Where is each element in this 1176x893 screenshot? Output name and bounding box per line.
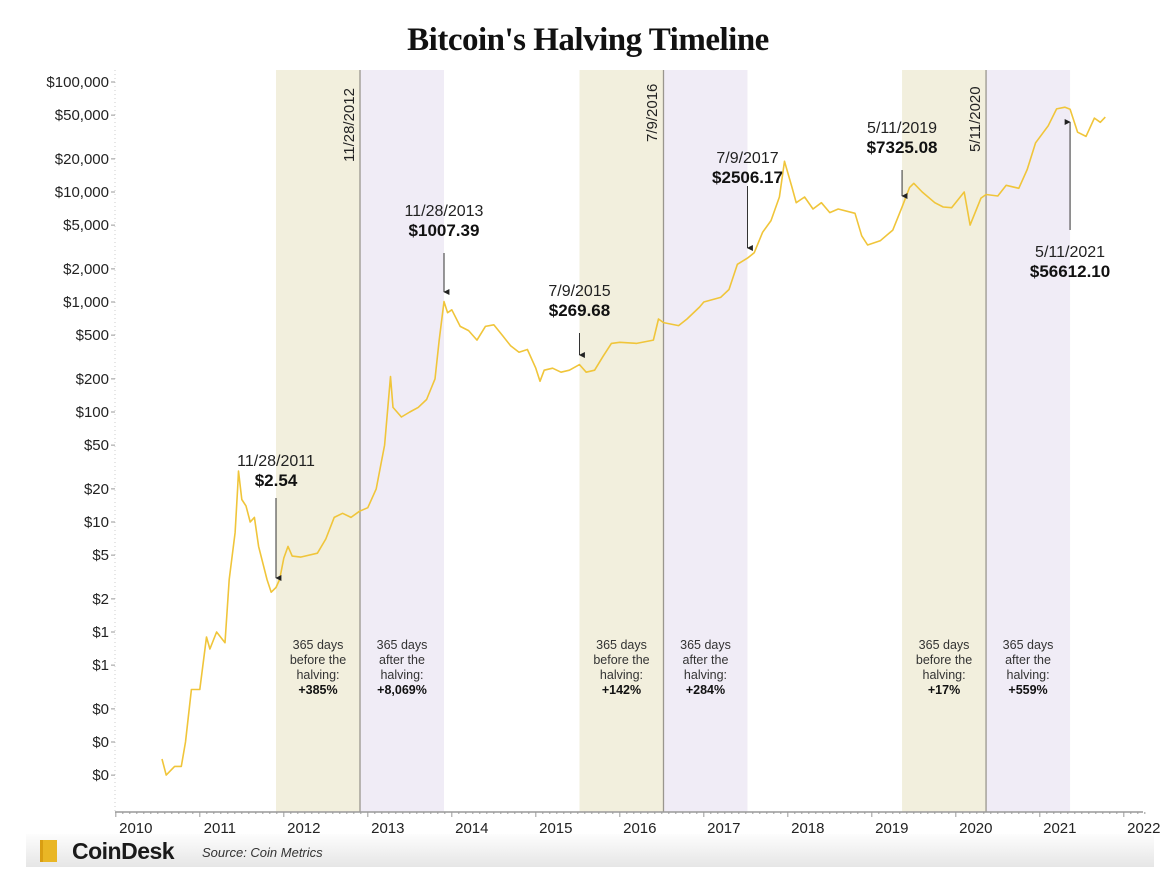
band-note-line: 365 days [1002, 638, 1054, 652]
shaded-band [986, 70, 1071, 812]
annotation-date: 11/28/2013 [404, 203, 484, 220]
annotation-price: $269.68 [548, 301, 611, 320]
band-note-line: 365 days [680, 638, 731, 652]
band-note-line: 365 days [292, 638, 344, 652]
band-change-percent: +385% [298, 683, 338, 697]
shaded-band [276, 70, 360, 812]
x-tick-label: 2018 [791, 820, 824, 837]
price-annotation: 11/28/2013 $1007.39 [405, 203, 484, 241]
price-annotation: 11/28/2011 $2.54 [237, 453, 315, 491]
x-tick-label: 2014 [455, 820, 488, 837]
band-note-line: after the [379, 653, 425, 667]
x-tick-label: 2017 [707, 820, 740, 837]
x-tick-label: 2010 [119, 820, 152, 837]
band-change-percent: +8,069% [377, 683, 427, 697]
band-note-line: before the [289, 653, 347, 667]
band-note: 365 days after the halving: +559% [1003, 638, 1054, 698]
band-change-percent: +142% [601, 683, 642, 697]
band-change-percent: +284% [685, 683, 726, 697]
halving-label: 5/11/2020 [967, 86, 985, 152]
y-tick-label: $0 [92, 734, 109, 751]
y-tick-label: $0 [92, 767, 109, 784]
x-tick-label: 2011 [204, 820, 236, 837]
y-tick-label: $50 [84, 437, 109, 454]
band-note-line: 365 days [376, 638, 428, 652]
halving-label: 7/9/2016 [644, 83, 662, 142]
y-tick-label: $1 [92, 624, 109, 641]
brand-name: CoinDesk [72, 838, 175, 864]
band-note: 365 days before the halving: +17% [916, 638, 972, 698]
y-tick-label: $5,000 [63, 217, 109, 234]
annotation-date: 5/11/2019 [867, 120, 938, 137]
y-tick-label: $2,000 [63, 261, 109, 278]
x-tick-label: 2013 [371, 820, 404, 837]
y-tick-label: $2 [92, 591, 109, 608]
y-tick-label: $100,000 [46, 74, 109, 91]
band-change-percent: +17% [927, 683, 961, 697]
coindesk-logo-icon [40, 840, 57, 862]
x-tick-label: 2020 [959, 820, 992, 837]
annotation-price: $2.54 [254, 471, 298, 490]
footer: CoinDesk Source: Coin Metrics [26, 834, 1154, 867]
y-tick-label: $100 [76, 404, 109, 421]
y-tick-label: $50,000 [55, 107, 109, 124]
y-tick-label: $10,000 [55, 184, 109, 201]
band-note: 365 days before the halving: +385% [290, 638, 346, 698]
y-tick-label: $20 [84, 481, 109, 498]
annotation-price: $7325.08 [866, 138, 938, 157]
y-tick-label: $1 [92, 657, 109, 674]
annotation-price: $1007.39 [408, 221, 480, 240]
band-note-line: before the [593, 653, 650, 667]
y-tick-label: $0 [92, 701, 109, 718]
x-tick-label: 2019 [875, 820, 908, 837]
x-tick-label: 2015 [539, 820, 572, 837]
band-change-percent: +559% [1008, 683, 1048, 697]
band-note-line: after the [682, 653, 729, 667]
band-note-line: halving: [922, 668, 966, 682]
x-tick-label: 2022 [1127, 820, 1160, 837]
band-note: 365 days after the halving: +8,069% [377, 638, 428, 698]
annotation-date: 5/11/2021 [1035, 244, 1106, 261]
y-tick-label: $1,000 [63, 294, 109, 311]
halving-label: 11/28/2012 [341, 88, 358, 162]
band-note-line: halving: [380, 668, 424, 682]
shaded-band [360, 70, 444, 812]
price-annotation: 7/9/2017 $2506.17 [712, 150, 783, 188]
y-tick-label: $500 [76, 327, 109, 344]
band-note-line: halving: [599, 668, 644, 682]
chart-title: Bitcoin's Halving Timeline [407, 22, 769, 58]
shaded-band [579, 70, 664, 812]
annotation-date: 7/9/2015 [548, 283, 611, 300]
x-tick-label: 2012 [287, 820, 320, 837]
price-annotation: 5/11/2021 $56612.10 [1030, 244, 1110, 282]
band-note: 365 days before the halving: +142% [593, 638, 649, 698]
y-tick-label: $10 [84, 514, 109, 531]
band-note-line: before the [915, 653, 973, 667]
band-note-line: after the [1005, 653, 1051, 667]
x-tick-label: 2021 [1043, 820, 1076, 837]
price-line [161, 106, 1106, 776]
band-note: 365 days after the halving: +284% [680, 638, 731, 698]
y-tick-label: $20,000 [55, 151, 109, 168]
annotation-date: 11/28/2011 [237, 453, 315, 470]
annotation-price: $56612.10 [1029, 262, 1111, 281]
price-annotation: 5/11/2019 $7325.08 [867, 120, 938, 158]
band-note-line: 365 days [596, 638, 647, 652]
band-note-line: halving: [296, 668, 340, 682]
band-note-line: 365 days [918, 638, 970, 652]
shaded-band [663, 70, 748, 812]
shaded-band [902, 70, 987, 812]
band-note-line: halving: [1006, 668, 1050, 682]
y-tick-label: $5 [92, 547, 109, 564]
price-annotation: 7/9/2015 $269.68 [548, 283, 610, 321]
annotation-date: 7/9/2017 [716, 150, 779, 167]
source-note: Source: Coin Metrics [202, 845, 323, 860]
band-note-line: halving: [683, 668, 728, 682]
annotation-price: $2506.17 [712, 168, 783, 187]
y-tick-label: $200 [76, 371, 109, 388]
x-tick-label: 2016 [623, 820, 656, 837]
